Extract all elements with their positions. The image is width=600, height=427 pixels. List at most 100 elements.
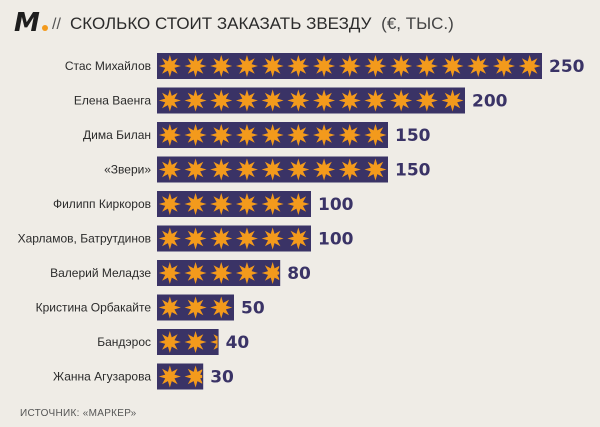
bar-stars	[158, 296, 233, 319]
bar-stars	[158, 124, 387, 146]
star-icon	[287, 124, 310, 146]
category-label: Дима Билан	[83, 128, 151, 142]
star-icon	[210, 262, 233, 284]
star-icon	[261, 262, 280, 284]
star-icon	[467, 55, 490, 77]
star-icon	[390, 89, 413, 112]
bar-stars	[158, 262, 280, 284]
logo-dot	[42, 25, 48, 31]
bar	[157, 191, 311, 217]
star-icon	[158, 55, 181, 77]
star-icon	[415, 89, 438, 112]
star-icon	[261, 89, 284, 112]
value-label: 50	[241, 299, 265, 319]
value-label: 150	[395, 161, 431, 181]
bar-stars	[158, 89, 464, 112]
star-icon	[492, 55, 515, 77]
star-icon	[338, 55, 361, 77]
star-icon	[338, 158, 361, 181]
star-icon	[210, 124, 233, 146]
bar-stars	[158, 158, 387, 181]
category-label: Кристина Орбакайте	[36, 301, 152, 315]
value-label: 100	[318, 195, 354, 215]
category-label: Стас Михайлов	[65, 59, 151, 73]
star-icon	[210, 296, 233, 319]
bar-group: Стас Михайлов 250	[65, 53, 585, 79]
star-icon	[184, 124, 207, 146]
star-icon	[235, 193, 258, 215]
star-icon	[390, 55, 413, 77]
bar-group: Дима Билан 150	[83, 122, 431, 148]
star-icon	[364, 124, 387, 146]
star-icon	[338, 124, 361, 146]
category-label: Харламов, Батрутдинов	[18, 232, 151, 246]
star-icon	[364, 55, 387, 77]
star-icon	[210, 89, 233, 112]
category-label: Жанна Агузарова	[53, 370, 151, 384]
star-icon	[287, 158, 310, 181]
bar-group: Жанна Агузарова 30	[53, 363, 234, 390]
star-icon	[261, 193, 284, 215]
star-icon	[287, 89, 310, 112]
star-icon	[210, 334, 218, 350]
value-label: 40	[226, 333, 250, 353]
star-icon	[158, 89, 181, 112]
star-icon	[364, 89, 387, 112]
value-label: 150	[395, 126, 431, 146]
star-icon	[235, 124, 258, 146]
star-icon	[338, 89, 361, 112]
star-icon	[261, 158, 284, 181]
star-icon	[313, 89, 336, 112]
star-icon	[158, 262, 181, 284]
star-icon	[235, 158, 258, 181]
bar-stars	[158, 331, 218, 353]
star-icon	[441, 55, 464, 77]
bars-layer: Стас Михайлов 250 Елена Ваенга 200 Дима Била…	[18, 53, 585, 390]
source-note: ИСТОЧНИК: «МАРКЕР»	[20, 408, 137, 419]
category-label: Бандэрос	[97, 335, 151, 349]
bar-stars	[158, 55, 541, 77]
star-icon	[364, 158, 387, 181]
star-icon	[261, 227, 284, 250]
bar-group: Харламов, Батрутдинов 100	[18, 225, 354, 252]
star-icon	[313, 55, 336, 77]
chart-title-main: СКОЛЬКО СТОИТ ЗАКАЗАТЬ ЗВЕЗДУ	[70, 14, 372, 33]
star-icon	[158, 124, 181, 146]
bar	[157, 87, 465, 114]
star-icon	[158, 296, 181, 319]
star-icon	[184, 55, 207, 77]
star-icon	[184, 193, 207, 215]
star-icon	[184, 331, 207, 353]
bar-group: Елена Ваенга 200	[74, 87, 508, 114]
star-icon	[235, 89, 258, 112]
star-icon	[235, 55, 258, 77]
star-icon	[235, 227, 258, 250]
star-icon	[184, 227, 207, 250]
star-icon	[210, 193, 233, 215]
bar-group: Филипп Киркоров 100	[53, 191, 354, 217]
star-icon	[261, 124, 284, 146]
star-icon	[158, 331, 181, 353]
value-label: 200	[472, 92, 508, 112]
star-icon	[287, 227, 310, 250]
star-icon	[210, 158, 233, 181]
star-icon	[235, 262, 258, 284]
star-icon	[184, 89, 207, 112]
category-label: «Звери»	[104, 163, 151, 177]
star-icon	[210, 227, 233, 250]
star-icon	[313, 158, 336, 181]
category-label: Валерий Меладзе	[50, 266, 151, 280]
star-icon	[287, 193, 310, 215]
star-icon	[518, 55, 541, 77]
category-label: Филипп Киркоров	[53, 197, 151, 211]
star-icon	[287, 55, 310, 77]
bar-group: Бандэрос 40	[97, 329, 249, 355]
star-icon	[313, 124, 336, 146]
bar-group: «Звери» 150	[104, 156, 431, 183]
star-icon	[261, 55, 284, 77]
bar-stars	[158, 227, 310, 250]
star-icon	[184, 296, 207, 319]
star-icon	[210, 55, 233, 77]
chart-title-unit: (€, ТЫС.)	[381, 14, 454, 33]
chart-title: СКОЛЬКО СТОИТ ЗАКАЗАТЬ ЗВЕЗДУ (€, ТЫС.)	[70, 14, 454, 33]
